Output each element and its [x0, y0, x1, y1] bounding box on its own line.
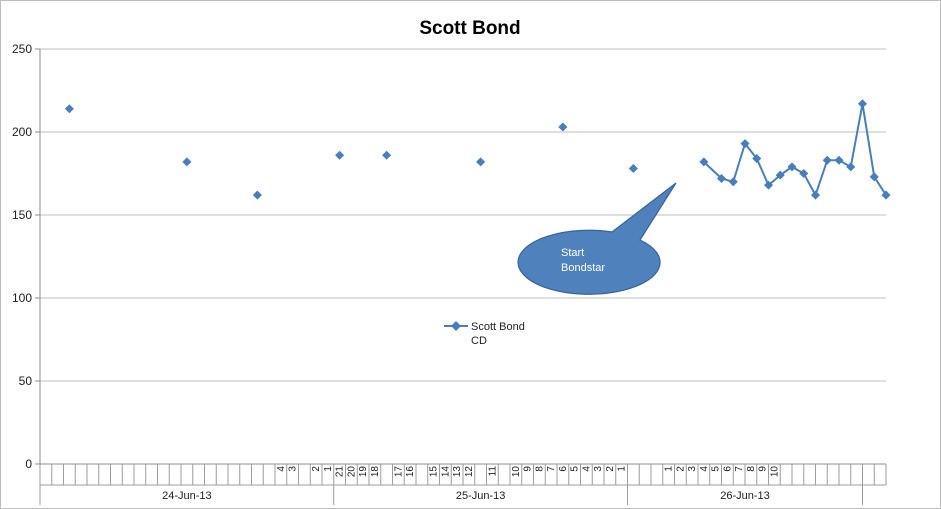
data-point — [834, 155, 844, 165]
callout-line-2: Bondstar — [561, 262, 605, 274]
x-tick-label: 5 — [570, 466, 581, 472]
x-tick-label: 16 — [405, 466, 416, 478]
y-tick-label: 50 — [19, 374, 33, 388]
data-point — [64, 104, 74, 114]
x-tick-label: 2 — [311, 466, 322, 472]
x-tick-label: 3 — [593, 466, 604, 472]
x-tick-label: 4 — [276, 466, 287, 472]
legend: Scott Bond CD — [444, 321, 525, 347]
x-tick-label: 12 — [464, 466, 475, 478]
x-tick-label: 17 — [393, 466, 404, 478]
data-point — [822, 155, 832, 165]
x-tick-label: 7 — [546, 466, 557, 472]
x-tick-label: 2 — [605, 466, 616, 472]
x-tick-label: 9 — [523, 466, 534, 472]
x-tick-label: 4 — [581, 466, 592, 472]
data-point — [252, 190, 262, 200]
x-tick-label: 11 — [487, 466, 498, 477]
x-tick-label: 1 — [664, 466, 675, 472]
x-tick-label: 14 — [440, 466, 451, 478]
gridlines — [40, 48, 886, 465]
x-tick-label: 7 — [734, 466, 745, 472]
data-point — [799, 168, 809, 179]
legend-diamond-marker — [451, 321, 461, 331]
series-line — [703, 103, 887, 198]
x-tick-label: 9 — [758, 466, 769, 472]
data-point — [857, 99, 868, 109]
data-point — [810, 190, 821, 200]
legend-label-line-1: Scott Bond — [471, 321, 525, 333]
start-bondstar-callout: Start Bondstar — [517, 182, 677, 295]
legend-label-line-2: CD — [471, 335, 487, 347]
date-group-label: 24-Jun-13 — [162, 490, 212, 502]
x-tick-label: 4 — [699, 466, 710, 472]
y-tick-label: 100 — [12, 291, 32, 305]
data-point — [558, 122, 568, 132]
series-scott-bond-cd — [64, 99, 891, 200]
x-axis: 4 3 2 1 21 20 19 18 17 16 15 14 13 12 11 10 9 8 7 6 5 4 3 2 1 1 2 3… — [39, 464, 887, 505]
data-point — [476, 157, 486, 167]
y-tick-label: 200 — [12, 125, 32, 139]
data-point — [728, 177, 738, 187]
callout-line-1: Start — [561, 247, 584, 259]
x-tick-label: 6 — [722, 466, 733, 472]
data-point — [628, 163, 638, 174]
y-tick-label: 250 — [12, 42, 32, 56]
callout-bubble — [517, 182, 677, 295]
x-tick-label: 21 — [335, 466, 346, 478]
x-tick-label: 2 — [675, 466, 686, 472]
x-tick-label: 10 — [769, 466, 780, 478]
date-group-label: 26-Jun-13 — [720, 490, 770, 502]
data-point — [182, 157, 192, 167]
x-tick-label: 3 — [288, 466, 299, 472]
data-point — [846, 162, 856, 172]
x-tick-label: 3 — [687, 466, 698, 472]
y-tick-label: 150 — [12, 208, 32, 222]
x-tick-label: 19 — [358, 466, 369, 478]
date-group-label: 25-Jun-13 — [456, 490, 506, 502]
x-tick-label: 18 — [370, 466, 381, 478]
x-tick-label: 8 — [746, 466, 757, 472]
x-tick-label: 1 — [323, 466, 334, 472]
y-tick-label: 0 — [25, 457, 32, 471]
x-tick-label: 6 — [558, 466, 569, 472]
x-tick-label: 20 — [346, 466, 357, 478]
chart-title: Scott Bond — [419, 18, 520, 39]
x-tick-label: 10 — [511, 466, 522, 478]
x-tick-label: 15 — [429, 466, 440, 478]
x-tick-label: 13 — [452, 466, 463, 478]
data-point — [382, 150, 392, 160]
x-tick-label: 8 — [534, 466, 545, 472]
x-tick-label: 5 — [711, 466, 722, 472]
x-tick-label: 1 — [617, 466, 628, 472]
y-axis: 0 50 100 150 200 250 — [12, 42, 41, 471]
data-point — [335, 150, 345, 160]
